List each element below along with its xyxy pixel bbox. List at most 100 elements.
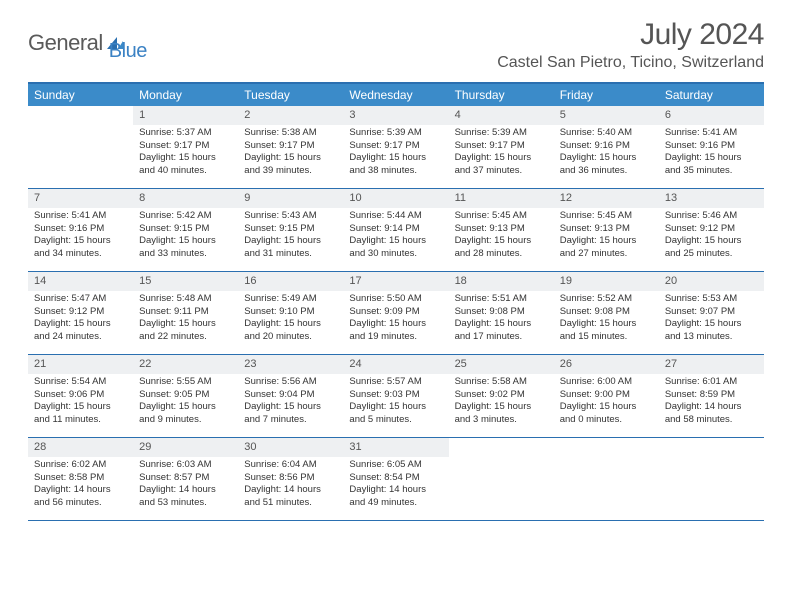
sunrise-text: Sunrise: 5:37 AM bbox=[139, 127, 232, 140]
daylight-text: Daylight: 15 hours and 33 minutes. bbox=[139, 235, 232, 261]
day-body: Sunrise: 5:37 AMSunset: 9:17 PMDaylight:… bbox=[133, 125, 238, 182]
sunrise-text: Sunrise: 5:40 AM bbox=[560, 127, 653, 140]
day-of-week-header: SundayMondayTuesdayWednesdayThursdayFrid… bbox=[28, 84, 764, 106]
day-body: Sunrise: 5:40 AMSunset: 9:16 PMDaylight:… bbox=[554, 125, 659, 182]
sunrise-text: Sunrise: 5:39 AM bbox=[455, 127, 548, 140]
sunrise-text: Sunrise: 5:58 AM bbox=[455, 376, 548, 389]
sunrise-text: Sunrise: 5:42 AM bbox=[139, 210, 232, 223]
day-body: Sunrise: 5:52 AMSunset: 9:08 PMDaylight:… bbox=[554, 291, 659, 348]
day-number: 2 bbox=[238, 106, 343, 125]
sunset-text: Sunset: 9:05 PM bbox=[139, 389, 232, 402]
sunrise-text: Sunrise: 5:45 AM bbox=[560, 210, 653, 223]
sunrise-text: Sunrise: 5:48 AM bbox=[139, 293, 232, 306]
day-cell: 25Sunrise: 5:58 AMSunset: 9:02 PMDayligh… bbox=[449, 355, 554, 437]
day-body: Sunrise: 6:00 AMSunset: 9:00 PMDaylight:… bbox=[554, 374, 659, 431]
sunrise-text: Sunrise: 5:43 AM bbox=[244, 210, 337, 223]
dow-monday: Monday bbox=[133, 84, 238, 106]
week-row: 21Sunrise: 5:54 AMSunset: 9:06 PMDayligh… bbox=[28, 355, 764, 438]
day-cell: 17Sunrise: 5:50 AMSunset: 9:09 PMDayligh… bbox=[343, 272, 448, 354]
day-cell: 28Sunrise: 6:02 AMSunset: 8:58 PMDayligh… bbox=[28, 438, 133, 520]
brand-logo: General Blue bbox=[28, 18, 147, 63]
daylight-text: Daylight: 14 hours and 56 minutes. bbox=[34, 484, 127, 510]
day-cell: 23Sunrise: 5:56 AMSunset: 9:04 PMDayligh… bbox=[238, 355, 343, 437]
daylight-text: Daylight: 14 hours and 53 minutes. bbox=[139, 484, 232, 510]
day-body: Sunrise: 6:01 AMSunset: 8:59 PMDaylight:… bbox=[659, 374, 764, 431]
day-cell: 4Sunrise: 5:39 AMSunset: 9:17 PMDaylight… bbox=[449, 106, 554, 188]
brand-part1: General bbox=[28, 30, 103, 56]
daylight-text: Daylight: 15 hours and 15 minutes. bbox=[560, 318, 653, 344]
sunset-text: Sunset: 9:17 PM bbox=[139, 140, 232, 153]
sunset-text: Sunset: 9:17 PM bbox=[349, 140, 442, 153]
day-empty: . bbox=[28, 106, 133, 188]
sunrise-text: Sunrise: 6:03 AM bbox=[139, 459, 232, 472]
sunrise-text: Sunrise: 6:01 AM bbox=[665, 376, 758, 389]
day-cell: 9Sunrise: 5:43 AMSunset: 9:15 PMDaylight… bbox=[238, 189, 343, 271]
dow-friday: Friday bbox=[554, 84, 659, 106]
sunset-text: Sunset: 8:59 PM bbox=[665, 389, 758, 402]
daylight-text: Daylight: 15 hours and 37 minutes. bbox=[455, 152, 548, 178]
day-body: Sunrise: 6:03 AMSunset: 8:57 PMDaylight:… bbox=[133, 457, 238, 514]
day-number: 10 bbox=[343, 189, 448, 208]
day-body: Sunrise: 5:41 AMSunset: 9:16 PMDaylight:… bbox=[659, 125, 764, 182]
day-number: 25 bbox=[449, 355, 554, 374]
day-number: 9 bbox=[238, 189, 343, 208]
sunset-text: Sunset: 9:04 PM bbox=[244, 389, 337, 402]
sunrise-text: Sunrise: 5:57 AM bbox=[349, 376, 442, 389]
sunrise-text: Sunrise: 6:02 AM bbox=[34, 459, 127, 472]
day-body: Sunrise: 5:49 AMSunset: 9:10 PMDaylight:… bbox=[238, 291, 343, 348]
day-body: Sunrise: 6:05 AMSunset: 8:54 PMDaylight:… bbox=[343, 457, 448, 514]
day-cell: 3Sunrise: 5:39 AMSunset: 9:17 PMDaylight… bbox=[343, 106, 448, 188]
day-number: 24 bbox=[343, 355, 448, 374]
day-body: Sunrise: 5:48 AMSunset: 9:11 PMDaylight:… bbox=[133, 291, 238, 348]
sunrise-text: Sunrise: 5:50 AM bbox=[349, 293, 442, 306]
day-empty: . bbox=[449, 438, 554, 520]
sunrise-text: Sunrise: 5:47 AM bbox=[34, 293, 127, 306]
month-title: July 2024 bbox=[497, 18, 764, 52]
daylight-text: Daylight: 14 hours and 51 minutes. bbox=[244, 484, 337, 510]
sunrise-text: Sunrise: 5:52 AM bbox=[560, 293, 653, 306]
title-block: July 2024 Castel San Pietro, Ticino, Swi… bbox=[497, 18, 764, 72]
week-row: 7Sunrise: 5:41 AMSunset: 9:16 PMDaylight… bbox=[28, 189, 764, 272]
day-body: Sunrise: 5:41 AMSunset: 9:16 PMDaylight:… bbox=[28, 208, 133, 265]
daylight-text: Daylight: 15 hours and 7 minutes. bbox=[244, 401, 337, 427]
day-cell: 6Sunrise: 5:41 AMSunset: 9:16 PMDaylight… bbox=[659, 106, 764, 188]
week-row: .1Sunrise: 5:37 AMSunset: 9:17 PMDayligh… bbox=[28, 106, 764, 189]
day-cell: 22Sunrise: 5:55 AMSunset: 9:05 PMDayligh… bbox=[133, 355, 238, 437]
dow-thursday: Thursday bbox=[449, 84, 554, 106]
sunset-text: Sunset: 9:09 PM bbox=[349, 306, 442, 319]
calendar-body: .1Sunrise: 5:37 AMSunset: 9:17 PMDayligh… bbox=[28, 106, 764, 521]
day-cell: 26Sunrise: 6:00 AMSunset: 9:00 PMDayligh… bbox=[554, 355, 659, 437]
day-number: 23 bbox=[238, 355, 343, 374]
sunrise-text: Sunrise: 6:00 AM bbox=[560, 376, 653, 389]
sunrise-text: Sunrise: 5:54 AM bbox=[34, 376, 127, 389]
daylight-text: Daylight: 15 hours and 40 minutes. bbox=[139, 152, 232, 178]
sunset-text: Sunset: 8:54 PM bbox=[349, 472, 442, 485]
day-number: 22 bbox=[133, 355, 238, 374]
day-cell: 5Sunrise: 5:40 AMSunset: 9:16 PMDaylight… bbox=[554, 106, 659, 188]
day-body: Sunrise: 5:56 AMSunset: 9:04 PMDaylight:… bbox=[238, 374, 343, 431]
sunset-text: Sunset: 9:03 PM bbox=[349, 389, 442, 402]
sunrise-text: Sunrise: 5:55 AM bbox=[139, 376, 232, 389]
day-number: 27 bbox=[659, 355, 764, 374]
day-cell: 16Sunrise: 5:49 AMSunset: 9:10 PMDayligh… bbox=[238, 272, 343, 354]
sunset-text: Sunset: 9:12 PM bbox=[34, 306, 127, 319]
day-number: 29 bbox=[133, 438, 238, 457]
day-body: Sunrise: 6:02 AMSunset: 8:58 PMDaylight:… bbox=[28, 457, 133, 514]
day-body: Sunrise: 5:45 AMSunset: 9:13 PMDaylight:… bbox=[554, 208, 659, 265]
day-number: 7 bbox=[28, 189, 133, 208]
sunrise-text: Sunrise: 5:39 AM bbox=[349, 127, 442, 140]
dow-saturday: Saturday bbox=[659, 84, 764, 106]
daylight-text: Daylight: 15 hours and 39 minutes. bbox=[244, 152, 337, 178]
sunset-text: Sunset: 9:11 PM bbox=[139, 306, 232, 319]
daylight-text: Daylight: 15 hours and 0 minutes. bbox=[560, 401, 653, 427]
day-number: 14 bbox=[28, 272, 133, 291]
day-cell: 31Sunrise: 6:05 AMSunset: 8:54 PMDayligh… bbox=[343, 438, 448, 520]
brand-part2: Blue bbox=[109, 22, 147, 63]
day-number: 6 bbox=[659, 106, 764, 125]
daylight-text: Daylight: 15 hours and 35 minutes. bbox=[665, 152, 758, 178]
day-cell: 7Sunrise: 5:41 AMSunset: 9:16 PMDaylight… bbox=[28, 189, 133, 271]
sunset-text: Sunset: 9:16 PM bbox=[560, 140, 653, 153]
day-body: Sunrise: 5:51 AMSunset: 9:08 PMDaylight:… bbox=[449, 291, 554, 348]
day-cell: 1Sunrise: 5:37 AMSunset: 9:17 PMDaylight… bbox=[133, 106, 238, 188]
day-body: Sunrise: 5:38 AMSunset: 9:17 PMDaylight:… bbox=[238, 125, 343, 182]
